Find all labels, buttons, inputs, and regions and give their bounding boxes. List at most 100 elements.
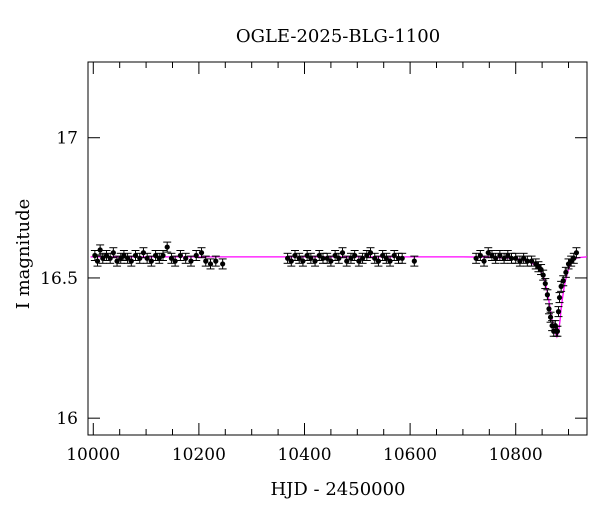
point-marker <box>367 250 374 256</box>
point-marker <box>168 255 175 261</box>
data-point <box>555 292 564 304</box>
data-point <box>158 250 167 262</box>
point-marker <box>473 255 479 261</box>
point-marker <box>344 258 350 264</box>
point-marker <box>304 252 310 259</box>
point-marker <box>563 269 569 275</box>
data-point <box>511 252 520 264</box>
point-marker <box>348 255 354 261</box>
data-point <box>472 252 481 264</box>
point-marker <box>140 250 147 256</box>
point-marker <box>213 258 219 264</box>
data-point <box>495 250 504 262</box>
point-marker <box>332 252 338 259</box>
data-point <box>519 252 528 264</box>
data-point <box>553 325 562 337</box>
point-marker <box>387 258 393 264</box>
point-marker <box>339 250 346 256</box>
plot-frame <box>87 61 588 436</box>
data-point <box>323 252 332 264</box>
point-marker <box>383 255 389 261</box>
data-point <box>147 255 156 267</box>
point-marker <box>571 255 577 261</box>
point-marker <box>320 255 326 261</box>
point-marker <box>97 247 103 253</box>
data-point <box>523 255 532 267</box>
point-marker <box>328 258 334 264</box>
data-point <box>370 252 379 264</box>
data-point <box>283 252 292 264</box>
point-marker <box>540 272 546 278</box>
data-point <box>358 252 367 264</box>
point-marker <box>220 261 226 267</box>
point-marker <box>356 258 362 264</box>
point-marker <box>183 255 189 261</box>
point-marker <box>177 252 184 259</box>
point-marker <box>411 258 417 264</box>
data-points <box>90 241 581 337</box>
point-marker <box>132 252 139 259</box>
point-marker <box>555 309 562 315</box>
data-point <box>181 252 190 264</box>
point-marker <box>528 258 535 264</box>
y-axis-title: I magnitude <box>13 199 34 310</box>
data-point <box>554 306 563 318</box>
y-tick-label: 16.5 <box>40 269 78 289</box>
point-marker <box>521 255 527 261</box>
point-marker <box>203 258 209 264</box>
data-point <box>374 255 383 267</box>
data-point <box>491 252 500 264</box>
x-tick-label: 10800 <box>489 445 543 465</box>
point-marker <box>359 255 366 261</box>
tick-labels: 10000 10200 10400 10600 10800 16 16.5 17 <box>40 129 543 465</box>
data-point <box>378 250 387 262</box>
point-marker <box>556 294 563 301</box>
data-point <box>163 241 172 253</box>
point-marker <box>296 255 302 261</box>
data-point <box>290 250 299 262</box>
point-marker <box>285 255 291 261</box>
point-marker <box>380 252 386 259</box>
data-point <box>186 255 195 267</box>
data-point <box>527 255 536 267</box>
data-point <box>211 255 220 267</box>
point-marker <box>188 258 194 264</box>
point-marker <box>103 252 110 259</box>
data-point <box>315 250 324 262</box>
point-marker <box>372 255 378 261</box>
point-marker <box>513 255 519 261</box>
point-marker <box>114 258 120 264</box>
point-marker <box>160 252 166 259</box>
point-marker <box>546 306 552 312</box>
x-tick-label: 10400 <box>277 445 331 465</box>
x-tick-label: 10200 <box>172 445 226 465</box>
point-marker <box>300 258 306 264</box>
point-marker <box>505 252 511 259</box>
point-marker <box>324 255 330 261</box>
point-marker <box>554 328 561 334</box>
data-point <box>484 247 493 259</box>
point-marker <box>107 255 113 261</box>
point-marker <box>316 252 322 259</box>
point-marker <box>148 258 154 264</box>
x-tick-label: 10000 <box>66 445 120 465</box>
axis-ticks <box>88 62 587 435</box>
point-marker <box>336 255 342 261</box>
point-marker <box>481 258 487 264</box>
point-marker <box>399 255 405 261</box>
data-point <box>218 258 227 270</box>
data-point <box>390 250 399 262</box>
data-point <box>197 247 206 259</box>
data-point <box>143 252 152 264</box>
point-marker <box>364 252 370 259</box>
point-marker <box>125 255 131 261</box>
data-point <box>386 255 395 267</box>
y-tick-label: 16 <box>56 409 78 429</box>
point-marker <box>156 255 162 261</box>
data-point <box>350 250 359 262</box>
point-marker <box>292 252 298 259</box>
data-point <box>544 303 553 315</box>
x-axis-title: HJD - 2450000 <box>270 479 405 500</box>
data-point <box>342 255 351 267</box>
